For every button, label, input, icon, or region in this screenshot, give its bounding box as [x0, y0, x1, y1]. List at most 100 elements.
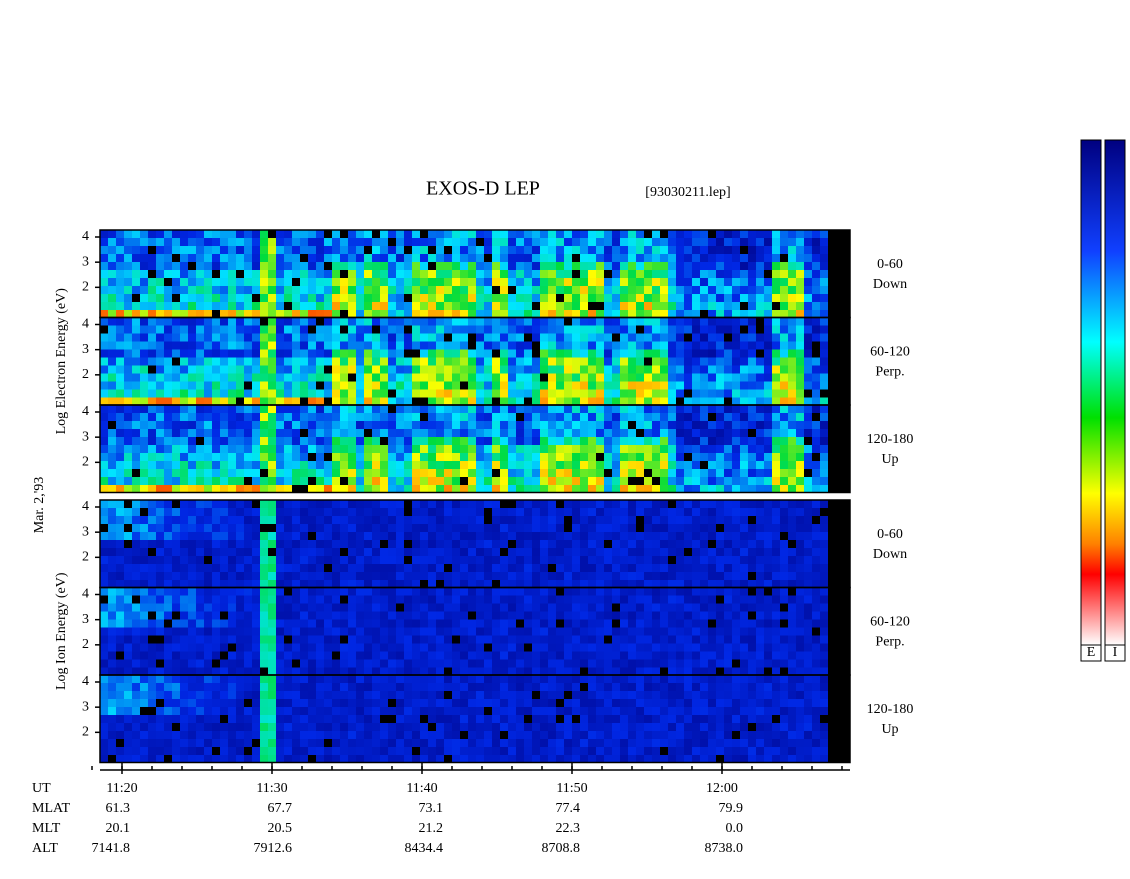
spectrogram-cell: [548, 532, 556, 540]
spectrogram-cell: [532, 659, 540, 668]
spectrogram-cell: [524, 405, 532, 413]
spectrogram-cell: [668, 477, 676, 485]
spectrogram-cell: [412, 500, 420, 508]
spectrogram-cell: [524, 365, 532, 374]
spectrogram-cell: [764, 643, 772, 652]
spectrogram-cell: [140, 310, 148, 318]
spectrogram-cell: [412, 270, 420, 278]
spectrogram-cell: [820, 485, 828, 493]
spectrogram-cell: [596, 437, 604, 445]
spectrogram-cell: [492, 461, 500, 469]
spectrogram-cell: [524, 341, 532, 350]
spectrogram-cell: [668, 397, 676, 405]
spectrogram-cell: [604, 564, 612, 572]
spectrogram-cell: [132, 445, 140, 453]
spectrogram-cell: [628, 611, 636, 620]
spectrogram-cell: [772, 627, 780, 636]
spectrogram-cell: [540, 317, 548, 326]
spectrogram-cell: [428, 469, 436, 477]
spectrogram-cell: [676, 310, 684, 318]
spectrogram-cell: [412, 548, 420, 556]
spectrogram-cell: [468, 469, 476, 477]
spectrogram-cell: [284, 469, 292, 477]
spectrogram-cell: [644, 429, 652, 437]
spectrogram-cell: [556, 445, 564, 453]
spectrogram-cell: [612, 500, 620, 508]
spectrogram-cell: [308, 516, 316, 524]
spectrogram-cell: [652, 286, 660, 294]
spectrogram-cell: [812, 357, 820, 366]
spectrogram-cell: [332, 508, 340, 516]
spectrogram-cell: [156, 421, 164, 429]
spectrogram-cell: [772, 333, 780, 342]
spectrogram-cell: [588, 325, 596, 334]
spectrogram-cell: [468, 278, 476, 286]
spectrogram-cell: [772, 389, 780, 398]
spectrogram-cell: [388, 270, 396, 278]
spectrogram-cell: [676, 325, 684, 334]
spectrogram-cell: [180, 405, 188, 413]
spectrogram-cell: [420, 341, 428, 350]
spectrogram-cell: [812, 405, 820, 413]
spectrogram-cell: [676, 405, 684, 413]
spectrogram-cell: [244, 556, 252, 564]
spectrogram-cell: [604, 246, 612, 254]
spectrogram-cell: [132, 254, 140, 262]
spectrogram-cell: [804, 254, 812, 262]
spectrogram-cell: [724, 357, 732, 366]
spectrogram-cell: [148, 238, 156, 246]
spectrogram-cell: [108, 643, 116, 652]
spectrogram-cell: [372, 262, 380, 270]
spectrogram-cell: [204, 603, 212, 612]
spectrogram-cell: [492, 508, 500, 516]
spectrogram-cell: [404, 445, 412, 453]
spectrogram-cell: [444, 365, 452, 374]
spectrogram-cell: [572, 540, 580, 548]
spectrogram-cell: [204, 461, 212, 469]
spectrogram-cell: [644, 389, 652, 398]
spectrogram-cell: [244, 365, 252, 374]
spectrogram-cell: [516, 302, 524, 310]
spectrogram-cell: [212, 611, 220, 620]
spectrogram-cell: [348, 357, 356, 366]
spectrogram-cell: [300, 270, 308, 278]
spectrogram-cell: [260, 619, 268, 628]
spectrogram-cell: [228, 317, 236, 326]
spectrogram-cell: [684, 524, 692, 532]
spectrogram-cell: [588, 595, 596, 604]
spectrogram-cell: [124, 254, 132, 262]
spectrogram-cell: [260, 405, 268, 413]
spectrogram-cell: [756, 389, 764, 398]
spectrogram-cell: [316, 429, 324, 437]
spectrogram-cell: [628, 286, 636, 294]
spectrogram-cell: [708, 500, 716, 508]
spectrogram-cell: [124, 349, 132, 358]
spectrogram-cell: [700, 413, 708, 421]
spectrogram-cell: [420, 453, 428, 461]
spectrogram-cell: [420, 333, 428, 342]
spectrogram-cell: [396, 485, 404, 493]
spectrogram-cell: [108, 461, 116, 469]
spectrogram-cell: [492, 349, 500, 358]
spectrogram-cell: [196, 532, 204, 540]
spectrogram-cell: [676, 611, 684, 620]
spectrogram-cell: [116, 587, 124, 596]
spectrogram-cell: [284, 381, 292, 390]
spectrogram-cell: [140, 556, 148, 564]
spectrogram-cell: [732, 278, 740, 286]
spectrogram-cell: [316, 254, 324, 262]
spectrogram-cell: [572, 278, 580, 286]
spectrogram-cell: [764, 477, 772, 485]
spectrogram-cell: [540, 587, 548, 596]
spectrogram-cell: [404, 325, 412, 334]
spectrogram-cell: [652, 317, 660, 326]
spectrogram-cell: [756, 341, 764, 350]
spectrogram-cell: [812, 286, 820, 294]
spectrogram-cell: [732, 461, 740, 469]
spectrogram-cell: [268, 389, 276, 398]
spectrogram-cell: [180, 516, 188, 524]
spectrogram-cell: [412, 230, 420, 238]
spectrogram-cell: [468, 461, 476, 469]
spectrogram-cell: [684, 445, 692, 453]
spectrogram-cell: [700, 572, 708, 580]
